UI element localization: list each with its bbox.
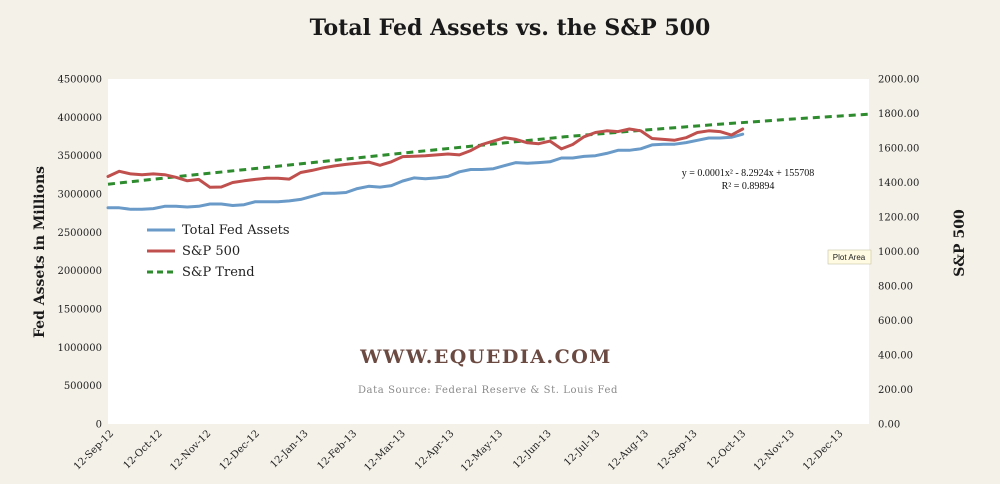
x-tick-label: 12-Nov-12 <box>168 428 213 473</box>
series-line-s-p-500 <box>106 127 745 189</box>
x-tick-label: 12-Jun-13 <box>511 428 554 471</box>
x-tick-label: 12-May-13 <box>459 428 505 474</box>
right-tick-label: 0.00 <box>878 420 900 431</box>
right-tick-label: 1800.00 <box>878 109 919 120</box>
x-axis: 12-Sep-12 12-Oct-12 12-Nov-12 12-Dec-12 12-J… <box>72 428 846 474</box>
series-layer <box>106 112 870 211</box>
plot-area-tooltip: Plot Area <box>827 249 872 265</box>
left-tick-label: 2000000 <box>57 266 102 277</box>
x-tick-label: 12-Sep-12 <box>72 428 116 472</box>
x-tick-label: 12-Oct-13 <box>705 428 748 471</box>
right-axis-title: S&P 500 <box>952 209 968 277</box>
left-axis: 4500000 4000000 3500000 3000000 2500000 20000… <box>57 75 102 431</box>
x-tick-label: 12-Feb-13 <box>315 428 359 472</box>
data-source: Data Source: Federal Reserve & St. Louis… <box>358 385 618 396</box>
trendline-r-squared: R² = 0.89894 <box>722 181 775 192</box>
series-line-total-fed-assets <box>106 132 745 211</box>
x-tick-label: 12-Oct-12 <box>122 428 165 471</box>
right-axis: 2000.00 1800.00 1600.00 1400.00 1200.00 1000.… <box>878 75 919 431</box>
right-tick-label: 2000.00 <box>878 75 919 86</box>
watermark: WWW.EQUEDIA.COM <box>359 346 612 368</box>
x-tick-label: 12-Jan-13 <box>268 428 310 470</box>
right-tick-label: 1000.00 <box>878 247 919 258</box>
x-tick-label: 12-Sep-13 <box>656 428 700 472</box>
x-tick-label: 12-Dec-12 <box>218 428 262 472</box>
left-tick-label: 3500000 <box>57 151 102 162</box>
x-tick-label: 12-Nov-13 <box>752 428 797 473</box>
legend-label-sp500: S&P 500 <box>182 244 240 259</box>
left-tick-label: 2500000 <box>57 228 102 239</box>
right-tick-label: 600.00 <box>878 316 913 327</box>
right-tick-label: 1600.00 <box>878 144 919 155</box>
left-tick-label: 1000000 <box>57 343 102 354</box>
x-tick-label: 12-Jul-13 <box>562 428 602 468</box>
plot-area[interactable] <box>108 79 869 424</box>
legend-label-fed-assets: Total Fed Assets <box>182 223 290 238</box>
left-tick-label: 4500000 <box>57 75 102 86</box>
legend: Total Fed Assets S&P 500 S&P Trend <box>147 223 290 280</box>
legend-label-sp-trend: S&P Trend <box>182 265 255 280</box>
left-axis-title: Fed Assets in Millions <box>32 166 48 338</box>
x-tick-label: 12-Apr-13 <box>413 428 457 472</box>
right-tick-label: 1200.00 <box>878 213 919 224</box>
trendline-equation: y = 0.0001x² - 8.2924x + 155708 <box>682 168 815 179</box>
left-tick-label: 500000 <box>64 381 102 392</box>
left-tick-label: 3000000 <box>57 190 102 201</box>
series-line-s-p-trend <box>107 112 870 186</box>
right-tick-label: 400.00 <box>878 351 913 362</box>
left-tick-label: 1500000 <box>57 305 102 316</box>
right-tick-label: 200.00 <box>878 385 913 396</box>
right-tick-label: 800.00 <box>878 282 913 293</box>
chart-title: Total Fed Assets vs. the S&P 500 <box>310 15 711 41</box>
tooltip-box <box>827 249 872 265</box>
left-tick-label: 4000000 <box>57 113 102 124</box>
x-tick-label: 12-Aug-13 <box>606 428 651 473</box>
right-tick-label: 1400.00 <box>878 178 919 189</box>
x-tick-label: 12-Mar-13 <box>362 428 407 473</box>
tooltip-label: Plot Area <box>833 253 866 262</box>
left-tick-label: 0 <box>96 420 102 431</box>
x-tick-label: 12-Dec-13 <box>801 428 845 472</box>
